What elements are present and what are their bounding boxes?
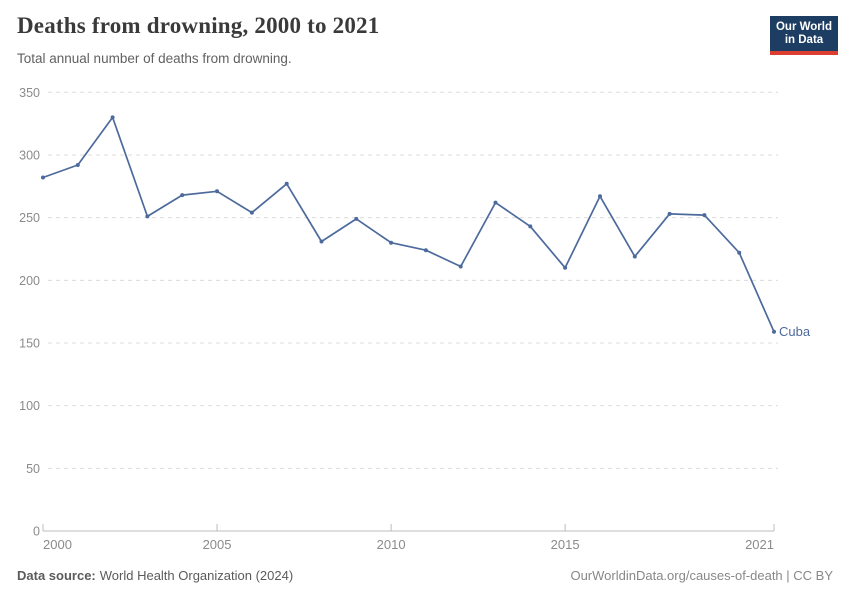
line-chart: 0 50 100 150 200 250 300 350 2000 2005 2010 2015 202… [19, 86, 811, 550]
data-point-2017 [632, 254, 637, 259]
data-point-2012 [458, 264, 463, 269]
data-point-2020 [737, 250, 742, 255]
data-point-2000 [41, 175, 45, 180]
y-tick-label-300: 300 [19, 148, 40, 162]
owid-logo-line2: in Data [784, 34, 824, 46]
data-point-2009 [354, 216, 359, 221]
credit-line: OurWorldinData.org/causes-of-death | CC … [570, 568, 833, 583]
x-tick-label-2000: 2000 [43, 537, 72, 550]
data-point-2015 [563, 265, 568, 270]
y-tick-label-0: 0 [33, 525, 40, 539]
owid-logo-line1: Our World [775, 21, 832, 33]
owid-logo: Our World in Data [770, 16, 838, 55]
data-source-note: Data source: World Health Organization (2… [17, 568, 293, 583]
data-point-2014 [528, 224, 533, 229]
x-tick-label-2015: 2015 [551, 537, 580, 550]
data-point-2013 [493, 200, 498, 205]
series-end-label: Cuba [779, 324, 811, 339]
data-point-2004 [180, 193, 185, 198]
data-point-2007 [284, 181, 289, 186]
data-point-2005 [215, 189, 219, 194]
data-point-2011 [423, 248, 428, 253]
data-point-2010 [389, 240, 394, 245]
x-tick-label-2005: 2005 [203, 537, 232, 550]
data-point-2019 [702, 213, 707, 218]
data-point-2021 [772, 329, 776, 334]
series-line-cuba [42, 116, 775, 333]
data-point-2006 [249, 210, 254, 215]
data-source-value: World Health Organization (2024) [99, 568, 294, 583]
y-tick-label-200: 200 [19, 274, 40, 288]
data-point-2008 [319, 239, 324, 244]
x-tick-label-2021: 2021 [745, 537, 774, 550]
data-point-2018 [667, 211, 672, 216]
data-source-label: Data source: [17, 568, 96, 583]
y-tick-label-50: 50 [26, 462, 40, 476]
y-tick-label-150: 150 [19, 336, 40, 350]
data-point-2002 [110, 115, 115, 120]
x-tick-label-2010: 2010 [377, 537, 406, 550]
y-tick-label-250: 250 [19, 211, 40, 225]
page-title: Deaths from drowning, 2000 to 2021 [17, 13, 380, 38]
data-point-2003 [145, 214, 150, 219]
data-point-2016 [598, 194, 602, 199]
y-tick-label-100: 100 [19, 399, 40, 413]
data-point-2001 [75, 163, 80, 167]
chart-subtitle: Total annual number of deaths from drown… [17, 51, 292, 66]
y-tick-label-350: 350 [19, 86, 40, 100]
